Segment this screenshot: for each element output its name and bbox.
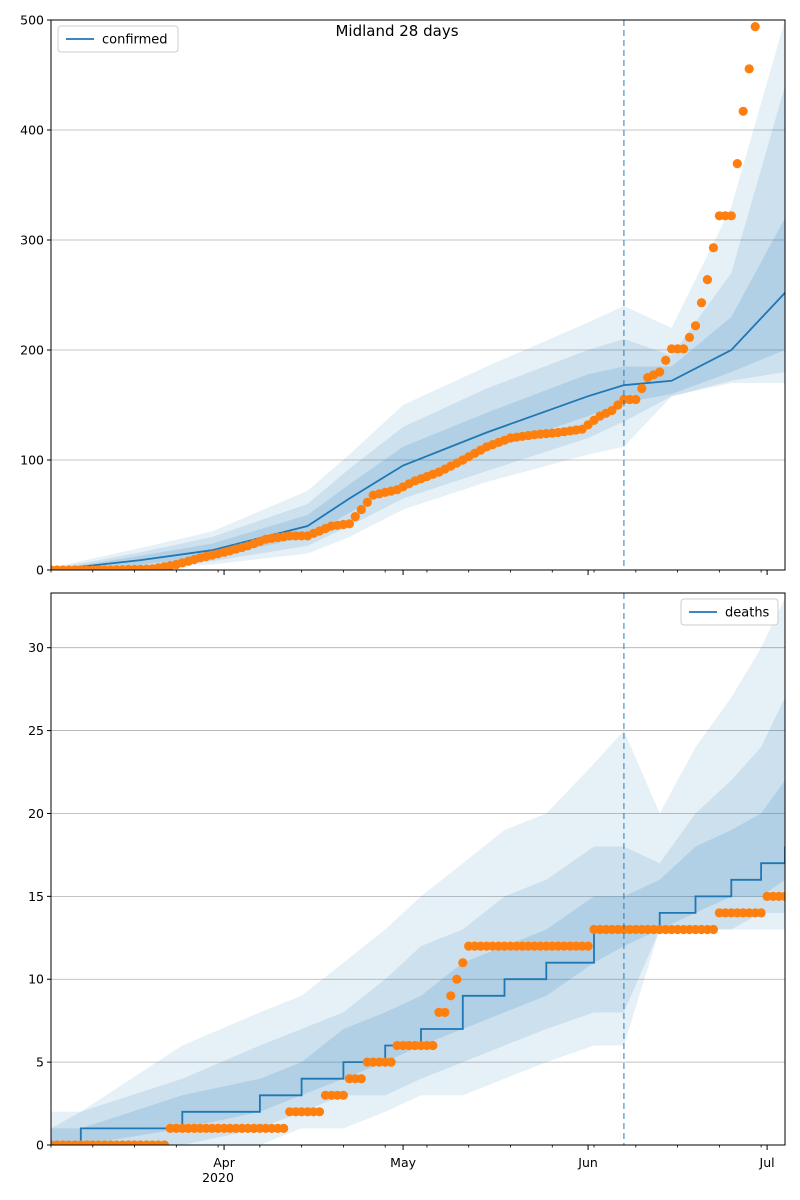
y-tick-label: 0 bbox=[36, 1138, 44, 1153]
observed-point bbox=[458, 958, 468, 968]
y-tick-label: 300 bbox=[20, 233, 44, 248]
uncertainty-band-80 bbox=[51, 697, 785, 1145]
observed-point bbox=[702, 275, 713, 285]
observed-point bbox=[631, 394, 641, 405]
deaths-panel: 0 5 10 15 20 25 30 Apr May Jun Jul deaths bbox=[28, 592, 786, 1170]
observed-point bbox=[386, 1057, 396, 1067]
observed-point bbox=[607, 405, 617, 416]
observed-point bbox=[655, 367, 665, 377]
observed-point bbox=[708, 243, 719, 253]
x-tick-label: May bbox=[390, 1155, 416, 1170]
projection-line bbox=[51, 846, 785, 1145]
observed-point bbox=[314, 1107, 325, 1117]
observed-point bbox=[661, 355, 671, 365]
x-tick-label: Jun bbox=[577, 1155, 598, 1170]
observed-point bbox=[356, 1074, 366, 1084]
observed-point bbox=[780, 891, 785, 901]
observed-point bbox=[583, 941, 593, 951]
observed-point bbox=[744, 64, 754, 74]
y-tick-label: 25 bbox=[28, 723, 44, 738]
observed-point bbox=[684, 332, 695, 342]
axes-frame bbox=[50, 19, 786, 571]
confirmed-panel: 0 100 200 300 400 500 confirmed bbox=[20, 13, 786, 578]
observed-point bbox=[726, 211, 736, 221]
plot-area bbox=[51, 20, 785, 570]
legend-label: confirmed bbox=[102, 33, 168, 48]
observed-point bbox=[452, 974, 462, 984]
observed-point bbox=[159, 1140, 169, 1145]
observed-point bbox=[679, 344, 689, 354]
x-year-label: 2020 bbox=[202, 1170, 234, 1185]
y-tick-label: 20 bbox=[28, 806, 44, 821]
observed-point bbox=[732, 159, 742, 169]
y-tick-label: 15 bbox=[28, 889, 44, 904]
x-tick-label: Apr bbox=[213, 1155, 235, 1170]
chart-title: Midland 28 days bbox=[335, 22, 458, 40]
legend-label: deaths bbox=[725, 606, 770, 621]
observed-point bbox=[613, 400, 623, 410]
observed-point bbox=[279, 1123, 289, 1133]
uncertainty-band-80 bbox=[51, 86, 785, 570]
axes-frame bbox=[50, 592, 786, 1146]
observed-point bbox=[344, 519, 354, 529]
uncertainty-band-95 bbox=[51, 20, 785, 570]
observed-point bbox=[637, 383, 647, 394]
observed-point bbox=[440, 1007, 450, 1018]
uncertainty-band-50 bbox=[51, 218, 785, 570]
y-tick-label: 5 bbox=[36, 1055, 44, 1070]
legend-box bbox=[57, 25, 179, 53]
observed-point bbox=[756, 908, 766, 918]
observed-point bbox=[350, 511, 360, 522]
y-tick-label: 0 bbox=[36, 563, 44, 578]
observed-point bbox=[750, 22, 760, 32]
deaths-legend: deaths bbox=[680, 598, 779, 626]
observed-point bbox=[738, 106, 748, 116]
y-tick-label: 10 bbox=[28, 972, 44, 987]
observed-point bbox=[428, 1040, 438, 1051]
y-tick-label: 100 bbox=[20, 453, 44, 468]
legend-box bbox=[680, 598, 779, 626]
y-tick-label: 30 bbox=[28, 640, 44, 655]
observed-point bbox=[356, 504, 366, 515]
plot-area bbox=[51, 598, 785, 1145]
observed-point bbox=[690, 321, 701, 331]
observed-point bbox=[338, 1090, 348, 1100]
projection-line bbox=[51, 292, 785, 570]
observed-point bbox=[446, 991, 456, 1001]
observed-point bbox=[362, 497, 372, 507]
confirmed-legend: confirmed bbox=[57, 25, 179, 53]
y-tick-label: 200 bbox=[20, 343, 44, 358]
x-tick-label: Jul bbox=[759, 1155, 775, 1170]
y-tick-label: 500 bbox=[20, 13, 44, 28]
uncertainty-band-95 bbox=[51, 598, 785, 1145]
y-tick-label: 400 bbox=[20, 123, 44, 138]
observed-point bbox=[696, 298, 707, 308]
observed-point bbox=[708, 924, 719, 935]
